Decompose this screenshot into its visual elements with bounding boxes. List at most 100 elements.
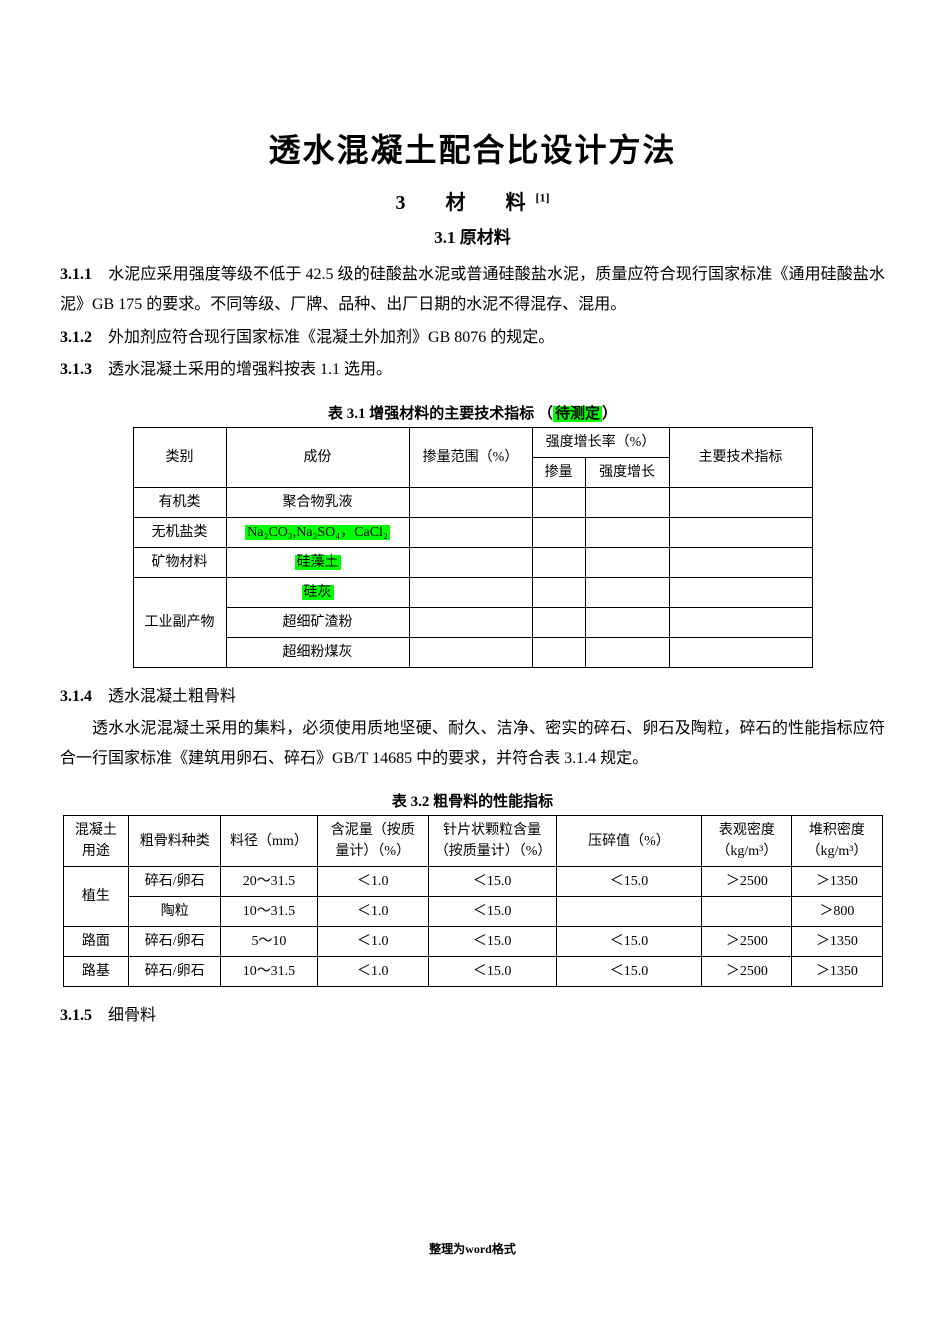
th-main-index: 主要技术指标 — [669, 427, 812, 487]
cell-empty — [532, 577, 585, 607]
chapter-title: 3 材 料[1] — [60, 186, 885, 215]
cell-bulk: ＞800 — [792, 897, 882, 927]
caption-suffix: ） — [602, 406, 617, 422]
table-row: 超细粉煤灰 — [133, 637, 812, 667]
para-text: 外加剂应符合现行国家标准《混凝土外加剂》GB 8076 的规定。 — [108, 329, 554, 346]
cell-bulk: ＞1350 — [792, 957, 882, 987]
th-type: 粗骨料种类 — [129, 816, 221, 867]
hl-text: Na₂CO₃,Na₂SO₄，CaCl₂ — [245, 525, 390, 540]
cell-crush — [556, 897, 702, 927]
cell-bulk: ＞1350 — [792, 927, 882, 957]
hl-text: 硅灰 — [302, 585, 334, 600]
cell-empty — [532, 547, 585, 577]
cell-empty — [669, 637, 812, 667]
cell-empty — [532, 487, 585, 517]
cell-type: 陶粒 — [129, 897, 221, 927]
cell-mud: ＜1.0 — [317, 957, 428, 987]
caption-highlight: 待测定 — [553, 406, 602, 422]
document-page: 透水混凝土配合比设计方法 3 材 料[1] 3.1 原材料 3.1.1 水泥应采… — [0, 0, 945, 1337]
cell-empty — [409, 487, 532, 517]
table-3-1-caption: 表 3.1 增强材料的主要技术指标 （待测定） — [60, 402, 885, 423]
cell-category: 矿物材料 — [133, 547, 226, 577]
page-footer: 整理为word格式 — [0, 1240, 945, 1257]
cell-empty — [585, 577, 669, 607]
cell-category: 有机类 — [133, 487, 226, 517]
cell-mud: ＜1.0 — [317, 867, 428, 897]
th-size: 料径（mm） — [221, 816, 318, 867]
th-category: 类别 — [133, 427, 226, 487]
cell-component: 超细粉煤灰 — [226, 637, 409, 667]
cell-empty — [409, 577, 532, 607]
cell-empty — [409, 637, 532, 667]
document-title: 透水混凝土配合比设计方法 — [60, 125, 885, 171]
cell-empty — [585, 637, 669, 667]
th-growth-dosage: 掺量 — [532, 457, 585, 487]
cell-mud: ＜1.0 — [317, 927, 428, 957]
th-growth-group: 强度增长率（%） — [532, 427, 669, 457]
cell-empty — [669, 487, 812, 517]
section-3-1-title: 3.1 原材料 — [60, 223, 885, 248]
cell-category: 无机盐类 — [133, 517, 226, 547]
table-header-row: 类别 成份 掺量范围（%） 强度增长率（%） 主要技术指标 — [133, 427, 812, 457]
cell-empty — [409, 607, 532, 637]
th-mud: 含泥量（按质量计）（%） — [317, 816, 428, 867]
table-row: 植生 碎石/卵石 20～31.5 ＜1.0 ＜15.0 ＜15.0 ＞2500 … — [63, 867, 882, 897]
para-num: 3.1.4 — [60, 688, 92, 705]
cell-empty — [532, 607, 585, 637]
cell-component: Na₂CO₃,Na₂SO₄，CaCl₂ — [226, 517, 409, 547]
cell-component: 聚合物乳液 — [226, 487, 409, 517]
para-num: 3.1.1 — [60, 266, 92, 283]
table-3-2-caption: 表 3.2 粗骨料的性能指标 — [60, 790, 885, 811]
table-3-2: 混凝土用途 粗骨料种类 料径（mm） 含泥量（按质量计）（%） 针片状颗粒含量（… — [63, 815, 883, 987]
cell-mud: ＜1.0 — [317, 897, 428, 927]
para-label: 细骨料 — [108, 1007, 156, 1024]
cell-empty — [409, 547, 532, 577]
cell-empty — [532, 517, 585, 547]
cell-crush: ＜15.0 — [556, 927, 702, 957]
table-row: 超细矿渣粉 — [133, 607, 812, 637]
chapter-label: 3 材 料 — [396, 192, 536, 214]
cell-size: 5～10 — [221, 927, 318, 957]
table-row: 路面 碎石/卵石 5～10 ＜1.0 ＜15.0 ＜15.0 ＞2500 ＞13… — [63, 927, 882, 957]
caption-prefix: 表 3.1 增强材料的主要技术指标 （ — [328, 406, 553, 422]
cell-bulk: ＞1350 — [792, 867, 882, 897]
table-row: 矿物材料 硅藻土 — [133, 547, 812, 577]
hl-text: 硅藻土 — [295, 555, 341, 570]
cell-apparent — [702, 897, 792, 927]
paragraph-3-1-1: 3.1.1 水泥应采用强度等级不低于 42.5 级的硅酸盐水泥或普通硅酸盐水泥，… — [60, 260, 885, 321]
th-crush: 压碎值（%） — [556, 816, 702, 867]
table-row: 有机类 聚合物乳液 — [133, 487, 812, 517]
cell-empty — [585, 487, 669, 517]
cell-type: 碎石/卵石 — [129, 867, 221, 897]
th-apparent: 表观密度（kg/m³） — [702, 816, 792, 867]
th-needle: 针片状颗粒含量（按质量计）（%） — [428, 816, 556, 867]
table-row: 陶粒 10～31.5 ＜1.0 ＜15.0 ＞800 — [63, 897, 882, 927]
cell-size: 20～31.5 — [221, 867, 318, 897]
cell-use: 路面 — [63, 927, 129, 957]
cell-empty — [669, 547, 812, 577]
cell-empty — [669, 577, 812, 607]
th-growth-strength: 强度增长 — [585, 457, 669, 487]
cell-crush: ＜15.0 — [556, 867, 702, 897]
th-dosage-range: 掺量范围（%） — [409, 427, 532, 487]
cell-size: 10～31.5 — [221, 897, 318, 927]
cell-crush: ＜15.0 — [556, 957, 702, 987]
cell-apparent: ＞2500 — [702, 927, 792, 957]
cell-component: 超细矿渣粉 — [226, 607, 409, 637]
cell-empty — [585, 547, 669, 577]
cell-apparent: ＞2500 — [702, 957, 792, 987]
cell-needle: ＜15.0 — [428, 867, 556, 897]
paragraph-3-1-4-heading: 3.1.4 透水混凝土粗骨料 — [60, 682, 885, 706]
cell-category: 工业副产物 — [133, 577, 226, 667]
cell-empty — [585, 517, 669, 547]
cell-empty — [669, 607, 812, 637]
chapter-ref: [1] — [536, 190, 550, 204]
th-component: 成份 — [226, 427, 409, 487]
paragraph-3-1-3: 3.1.3 透水混凝土采用的增强料按表 1.1 选用。 — [60, 355, 885, 385]
para-num: 3.1.5 — [60, 1007, 92, 1024]
cell-empty — [585, 607, 669, 637]
table-header-row: 混凝土用途 粗骨料种类 料径（mm） 含泥量（按质量计）（%） 针片状颗粒含量（… — [63, 816, 882, 867]
paragraph-3-1-4-body: 透水水泥混凝土采用的集料，必须使用质地坚硬、耐久、洁净、密实的碎石、卵石及陶粒，… — [60, 714, 885, 775]
paragraph-3-1-2: 3.1.2 外加剂应符合现行国家标准《混凝土外加剂》GB 8076 的规定。 — [60, 323, 885, 353]
para-label: 透水混凝土粗骨料 — [108, 688, 236, 705]
